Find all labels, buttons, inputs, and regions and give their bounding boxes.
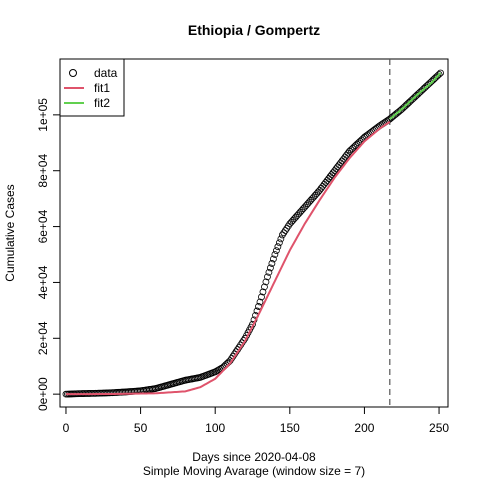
legend-fit1-label: fit1	[94, 81, 110, 95]
legend-fit2-label: fit2	[94, 96, 110, 110]
legend-data-label: data	[94, 66, 118, 80]
x-axis-sublabel: Simple Moving Avarage (window size = 7)	[143, 464, 365, 478]
data-point	[259, 288, 267, 296]
data-point	[277, 235, 285, 243]
data-point	[262, 278, 270, 286]
y-axis: 0e+00 2e+04 4e+04 6e+04 8e+04 1e+05	[36, 98, 61, 411]
data-point	[261, 283, 268, 291]
x-tick-label: 150	[280, 421, 300, 435]
data-point	[271, 251, 279, 258]
data-point	[437, 69, 444, 77]
plot-content	[62, 59, 444, 407]
y-tick-label: 6e+04	[36, 209, 50, 243]
y-tick-label: 2e+04	[36, 321, 50, 355]
legend: data fit1 fit2	[59, 58, 125, 117]
y-tick-label: 1e+05	[36, 98, 50, 132]
data-point	[265, 268, 273, 276]
x-tick-label: 100	[205, 421, 225, 435]
data-point	[274, 243, 282, 251]
data-point	[275, 239, 283, 247]
data-point	[269, 255, 277, 263]
x-tick-label: 250	[429, 421, 449, 435]
data-point	[256, 298, 264, 306]
x-tick-label: 200	[354, 421, 374, 435]
y-tick-label: 0e+00	[36, 377, 50, 411]
data-point	[267, 264, 274, 272]
data-point	[268, 260, 276, 267]
data-point	[258, 293, 265, 301]
fit1-line	[65, 121, 391, 396]
data-point	[264, 273, 271, 281]
chart-title: Ethiopia / Gompertz	[188, 22, 320, 38]
x-tick-label: 0	[63, 421, 70, 435]
x-axis-label: Days since 2020-04-08	[192, 450, 316, 464]
data-point	[272, 247, 280, 254]
y-tick-label: 4e+04	[36, 265, 50, 299]
y-tick-label: 8e+04	[36, 154, 50, 188]
x-axis: 0 50 100 150 200 250	[63, 406, 449, 435]
data-point	[435, 70, 443, 78]
y-axis-label: Cumulative Cases	[3, 184, 17, 281]
fit2-line	[389, 72, 442, 120]
legend-data-symbol	[69, 69, 77, 77]
x-tick-label: 50	[134, 421, 148, 435]
